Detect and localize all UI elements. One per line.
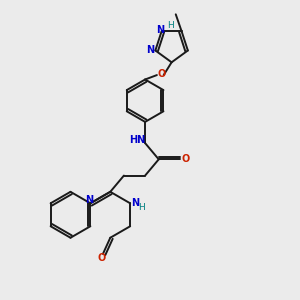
Text: N: N xyxy=(146,46,154,56)
Text: H: H xyxy=(167,21,174,30)
Text: O: O xyxy=(181,154,189,164)
Text: O: O xyxy=(97,254,106,263)
Text: O: O xyxy=(158,70,166,80)
Text: N: N xyxy=(156,25,164,35)
Text: N: N xyxy=(85,195,93,205)
Text: HN: HN xyxy=(129,135,145,145)
Text: N: N xyxy=(131,198,140,208)
Text: H: H xyxy=(138,203,145,212)
